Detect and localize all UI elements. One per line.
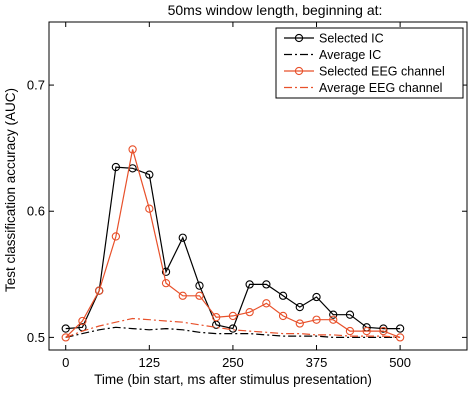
series-line-selected-eeg-channel — [65, 149, 401, 338]
series-selected-eeg-channel — [61, 145, 405, 342]
data-point — [78, 316, 87, 326]
data-point — [161, 267, 171, 276]
data-point — [111, 232, 121, 241]
data-point — [195, 291, 204, 300]
legend-label-average-eeg-channel: Average EEG channel — [319, 81, 442, 95]
data-point — [61, 324, 70, 333]
data-point — [228, 324, 238, 333]
data-point — [178, 233, 187, 242]
data-point — [362, 326, 371, 336]
axes-ticks: 0 125 250 375 500 0.5 0.6 0.7 — [27, 22, 467, 370]
data-point — [195, 281, 204, 290]
data-point — [295, 302, 304, 312]
legend: Selected IC Average IC Selected EEG channe… — [275, 27, 464, 99]
data-point — [278, 291, 288, 300]
legend-marker — [294, 66, 304, 76]
chart-title: 50ms window length, beginning at: — [168, 2, 383, 18]
legend-marker — [294, 33, 304, 43]
data-point — [329, 315, 338, 324]
x-tick-label: 250 — [222, 355, 244, 370]
y-tick-label: 0.5 — [27, 330, 45, 345]
data-point — [262, 299, 271, 308]
data-point — [111, 162, 121, 172]
data-point — [329, 310, 338, 319]
data-point — [395, 333, 405, 342]
legend-box — [275, 27, 464, 99]
x-axis-label: Time (bin start, ms after stimulus prese… — [94, 372, 372, 387]
y-axis-label: Test classification accuracy (AUC) — [3, 88, 18, 292]
data-point — [61, 333, 70, 342]
data-point — [278, 311, 288, 321]
data-point — [312, 292, 321, 302]
x-tick-label: 0 — [62, 355, 69, 370]
data-point — [379, 326, 388, 336]
x-tick-label: 500 — [389, 355, 411, 370]
data-point — [312, 315, 321, 324]
data-point — [395, 324, 405, 333]
x-tick-label: 125 — [138, 355, 160, 370]
y-tick-label: 0.7 — [27, 78, 45, 93]
data-point — [245, 280, 254, 289]
data-point — [262, 280, 271, 289]
data-point — [379, 324, 388, 333]
data-point — [95, 286, 104, 295]
x-tick-label: 375 — [306, 355, 328, 370]
data-point — [345, 310, 355, 319]
series-lines — [61, 145, 405, 342]
data-point — [145, 204, 154, 213]
series-line-selected-ic — [65, 166, 401, 330]
data-point — [212, 313, 221, 322]
data-point — [178, 291, 187, 300]
data-point — [145, 170, 154, 179]
legend-label-selected-ic: Selected IC — [319, 32, 384, 46]
legend-label-selected-eeg-channel: Selected EEG channel — [319, 65, 445, 79]
legend-label-average-ic: Average IC — [319, 48, 381, 62]
data-point — [295, 319, 304, 328]
data-point — [228, 311, 238, 321]
data-point — [161, 278, 171, 288]
data-point — [245, 308, 254, 317]
data-point — [128, 145, 137, 154]
data-point — [345, 326, 355, 336]
y-tick-label: 0.6 — [27, 204, 45, 219]
